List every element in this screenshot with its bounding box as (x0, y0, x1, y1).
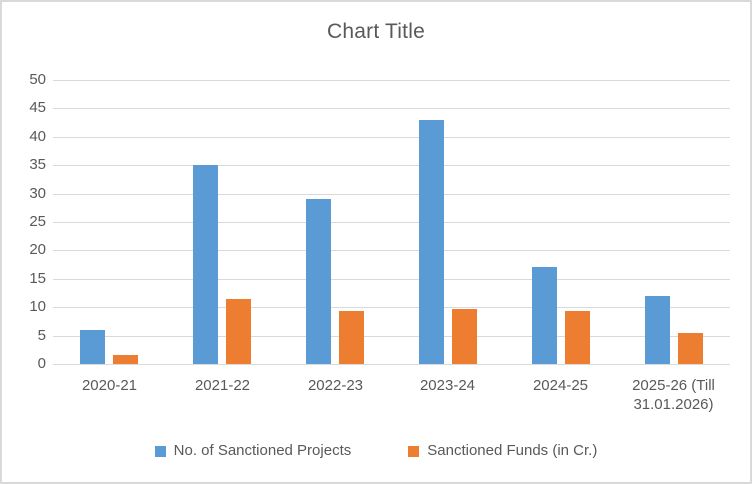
gridline (53, 165, 730, 166)
bar-funds-2023-24[interactable] (452, 309, 477, 364)
bar-projects-2020-21[interactable] (80, 330, 105, 364)
y-axis-tick-label: 20 (29, 241, 46, 258)
x-axis-category-label: 2022-23 (307, 377, 364, 394)
y-axis-tick-label: 50 (29, 71, 46, 88)
bar-projects-2021-22[interactable] (193, 165, 218, 364)
y-axis-tick-label: 15 (29, 270, 46, 287)
legend-item-projects[interactable]: No. of Sanctioned Projects (154, 442, 352, 460)
y-axis-tick-label: 10 (29, 298, 46, 315)
gridline (53, 279, 730, 280)
bar-funds-2024-25[interactable] (565, 311, 590, 364)
bar-funds-2020-21[interactable] (113, 355, 138, 364)
gridline (53, 307, 730, 308)
bar-projects-2025-26[interactable] (645, 296, 670, 364)
y-axis-tick-label: 0 (37, 355, 46, 372)
gridline (53, 364, 730, 365)
x-axis-category-label: 2025-26 (Till 31.01.2026) (632, 377, 715, 413)
bar-funds-2021-22[interactable] (226, 299, 251, 364)
gridline (53, 80, 730, 81)
y-axis-tick-label: 5 (37, 327, 46, 344)
gridline (53, 194, 730, 195)
y-axis-tick-label: 45 (29, 99, 46, 116)
legend-swatch-icon (154, 446, 166, 457)
bar-funds-2022-23[interactable] (339, 311, 364, 364)
legend-item-funds[interactable]: Sanctioned Funds (in Cr.) (408, 442, 597, 460)
gridline (53, 137, 730, 138)
legend-swatch-icon (408, 446, 420, 457)
y-axis-tick-label: 40 (29, 128, 46, 145)
gridline (53, 108, 730, 109)
x-axis-category-label: 2020-21 (81, 377, 138, 394)
bar-funds-2025-26[interactable] (678, 333, 703, 364)
x-axis-category-label: 2023-24 (419, 377, 476, 394)
bar-projects-2024-25[interactable] (532, 267, 557, 364)
gridline (53, 336, 730, 337)
x-axis-category-label: 2024-25 (532, 377, 589, 394)
legend-label: Sanctioned Funds (in Cr.) (427, 442, 598, 459)
chart-title: Chart Title (327, 20, 425, 43)
y-axis-tick-label: 35 (29, 156, 46, 173)
legend: No. of Sanctioned Projects Sanctioned Fun… (2, 442, 750, 460)
y-axis-tick-label: 25 (29, 213, 46, 230)
bar-projects-2022-23[interactable] (306, 199, 331, 364)
gridline (53, 222, 730, 223)
x-axis-category-label: 2021-22 (194, 377, 251, 394)
y-axis-tick-label: 30 (29, 185, 46, 202)
bar-projects-2023-24[interactable] (419, 120, 444, 364)
gridline (53, 250, 730, 251)
legend-label: No. of Sanctioned Projects (173, 442, 352, 459)
